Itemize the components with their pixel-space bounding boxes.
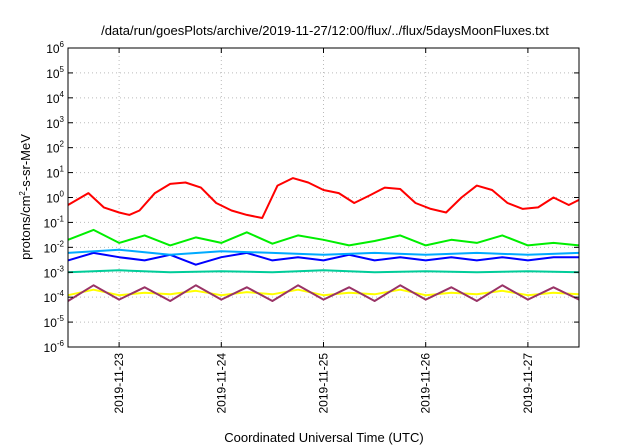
y-tick-label: 101 bbox=[46, 165, 64, 181]
y-axis-title-rest: -s-sr-MeV bbox=[18, 134, 33, 191]
y-axis-title-main: protons/cm bbox=[18, 196, 33, 260]
series-group bbox=[67, 177, 580, 302]
x-tick-label: 2019-11-26 bbox=[419, 353, 433, 414]
y-tick-label: 10-2 bbox=[44, 239, 65, 255]
x-tick-label: 2019-11-23 bbox=[112, 353, 126, 414]
y-tick-label: 10-6 bbox=[44, 339, 65, 355]
plot-area bbox=[68, 48, 579, 347]
y-tick-label: 10-1 bbox=[44, 214, 65, 230]
chart-title: /data/run/goesPlots/archive/2019-11-27/1… bbox=[101, 23, 549, 38]
y-tick-label: 104 bbox=[46, 90, 64, 106]
y-tick-label: 10-4 bbox=[44, 289, 65, 305]
series-line-1 bbox=[67, 177, 580, 219]
series-line-5 bbox=[67, 269, 580, 274]
y-tick-label: 10-5 bbox=[44, 314, 65, 330]
x-tick-label: 2019-11-25 bbox=[317, 353, 331, 414]
series-line-7 bbox=[67, 284, 580, 302]
plot-background bbox=[68, 48, 579, 347]
y-tick-label: 100 bbox=[46, 190, 64, 206]
y-tick-label: 10-3 bbox=[44, 264, 65, 280]
x-axis-title: Coordinated Universal Time (UTC) bbox=[224, 430, 423, 445]
series-line-3 bbox=[67, 251, 579, 266]
y-tick-label: 105 bbox=[46, 65, 64, 81]
y-axis-title-sup: 2 bbox=[18, 191, 27, 196]
y-axis: 106 105 104 103 102 101 100 10-1 10-2 10-3 10-4 10-… bbox=[44, 40, 579, 355]
series-line-4 bbox=[67, 248, 580, 256]
x-tick-label: 2019-11-27 bbox=[521, 353, 535, 414]
series-line-2 bbox=[67, 228, 580, 247]
x-axis: 2019-11-23 2019-11-24 2019-11-25 2019-11-26… bbox=[112, 48, 535, 414]
y-tick-label: 106 bbox=[46, 40, 64, 56]
y-tick-label: 103 bbox=[46, 115, 64, 131]
x-tick-label: 2019-11-24 bbox=[214, 353, 228, 414]
series-line-6 bbox=[67, 288, 580, 297]
y-axis-title: protons/cm2-s-sr-MeV bbox=[18, 134, 33, 260]
y-tick-label: 102 bbox=[46, 140, 64, 156]
